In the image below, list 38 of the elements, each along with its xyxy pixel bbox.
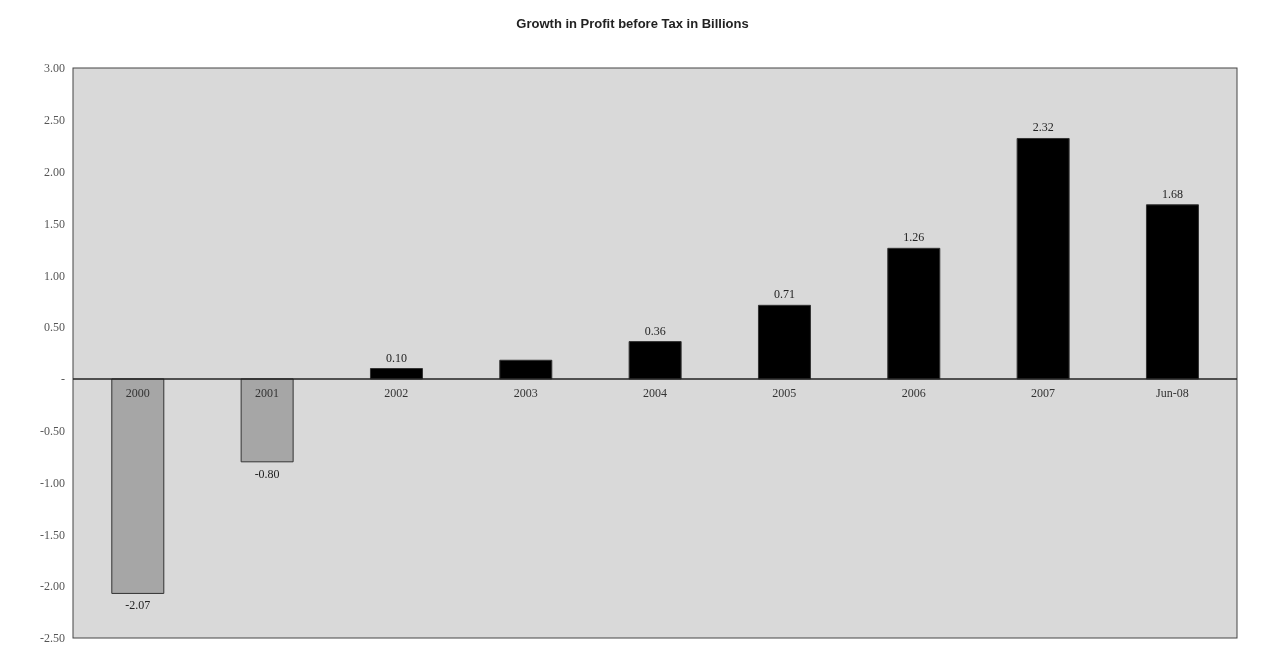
x-tick-label: 2006: [901, 385, 926, 400]
y-tick-label: -2.50: [40, 631, 65, 646]
y-tick-label: -1.00: [40, 475, 65, 490]
x-tick-label: 2002: [384, 385, 409, 400]
data-label: 1.26: [903, 230, 925, 245]
y-tick-label: 2.00: [44, 164, 65, 179]
x-tick-label: 2003: [513, 385, 538, 400]
data-label: 0.71: [773, 287, 795, 302]
x-tick-label: 2001: [255, 385, 279, 400]
bar: [757, 304, 811, 380]
y-tick-label: 2.50: [44, 113, 65, 128]
bar: [887, 247, 941, 380]
bar: [499, 359, 553, 380]
y-tick-label: 1.00: [44, 268, 65, 283]
x-tick-label: 2007: [1031, 385, 1055, 400]
data-label: -0.80: [254, 466, 280, 481]
bar: [111, 378, 165, 594]
y-tick-label: 3.00: [44, 61, 65, 76]
x-tick-label: 2000: [125, 385, 150, 400]
data-label: 0.36: [644, 323, 666, 338]
data-label: 0.10: [385, 350, 407, 365]
y-tick-label: -1.50: [40, 527, 65, 542]
y-tick-label: 1.50: [44, 216, 65, 231]
y-tick-label: -: [61, 372, 65, 387]
y-tick-label: 0.50: [44, 320, 65, 335]
bar: [1145, 204, 1199, 380]
y-tick-label: -0.50: [40, 423, 65, 438]
chart-title: Growth in Profit before Tax in Billions: [515, 16, 750, 31]
x-tick-label: 2005: [772, 385, 797, 400]
y-tick-label: -2.00: [40, 579, 65, 594]
bar: [628, 341, 682, 380]
x-tick-label: Jun-08: [1156, 385, 1189, 400]
x-tick-label: 2004: [643, 385, 667, 400]
bar: [1016, 137, 1070, 380]
data-label: 2.32: [1032, 120, 1054, 135]
data-label: -2.07: [125, 598, 151, 613]
bar: [240, 378, 294, 463]
data-label: 1.68: [1161, 186, 1183, 201]
